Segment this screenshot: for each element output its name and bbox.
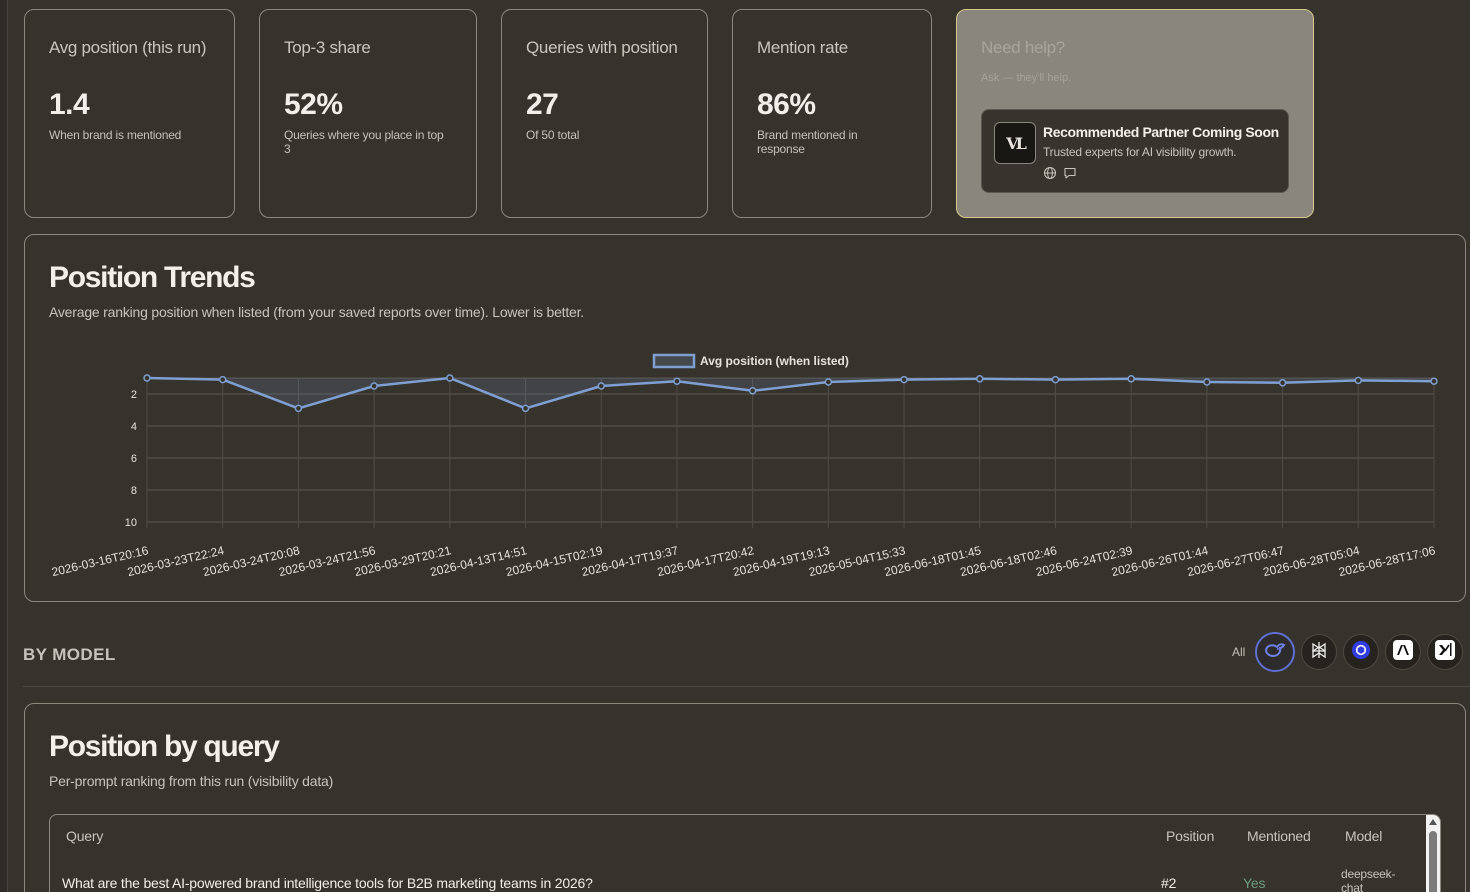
partner-subtitle: Trusted experts for AI visibility growth… — [1043, 145, 1237, 159]
data-point — [218, 375, 227, 384]
position-trends-subtitle: Average ranking position when listed (fr… — [49, 304, 585, 320]
model-filter-xai[interactable] — [1427, 634, 1464, 670]
data-point — [597, 382, 605, 390]
anthropic-icon — [1392, 639, 1414, 666]
y-tick-label: 2 — [131, 389, 137, 401]
stat-value: 86% — [757, 88, 816, 121]
stat-card-avg-position: Avg position (this run) 1.4 When brand i… — [24, 9, 235, 218]
stat-value: 27 — [526, 88, 559, 121]
row-mentioned: Yes — [1243, 875, 1266, 891]
position-trends-title: Position Trends — [49, 261, 256, 294]
data-point — [294, 404, 303, 413]
perplexity-icon — [1310, 641, 1328, 664]
stat-subtitle: Of 50 total — [526, 128, 580, 142]
data-point — [673, 377, 681, 385]
legend-label: Avg position (when listed) — [700, 354, 849, 368]
xai-icon — [1434, 639, 1456, 666]
stat-subtitle: Brand mentioned in response — [757, 128, 858, 156]
stat-subtitle: Queries where you place in top 3 — [284, 128, 444, 156]
data-point — [1278, 379, 1287, 387]
by-model-title: BY MODEL — [23, 645, 116, 664]
stat-value: 52% — [284, 88, 343, 121]
left-rail — [0, 0, 8, 892]
chat-icon[interactable] — [1063, 166, 1077, 185]
data-point — [521, 404, 530, 413]
position-by-query-title: Position by query — [49, 730, 280, 763]
partner-card[interactable]: VL Recommended Partner Coming Soon Trust… — [981, 109, 1289, 193]
data-point — [1051, 375, 1060, 384]
model-filter-all[interactable]: All — [1232, 645, 1246, 659]
stat-subtitle: When brand is mentioned — [49, 128, 182, 142]
stat-card-top3-share: Top-3 share 52% Queries where you place … — [259, 9, 477, 218]
table-scrollbar[interactable] — [1426, 815, 1440, 892]
column-header-model[interactable]: Model — [1345, 828, 1383, 844]
y-tick-label: 6 — [131, 453, 137, 465]
help-card: Need help? Ask — they'll help. VL Recomm… — [956, 9, 1314, 218]
position-by-query-panel: Position by query Per-prompt ranking fro… — [24, 703, 1466, 892]
model-filter-perplexity[interactable] — [1301, 634, 1338, 670]
data-point — [748, 387, 757, 395]
data-point — [1430, 377, 1438, 385]
column-header-position[interactable]: Position — [1166, 828, 1215, 844]
column-header-query[interactable]: Query — [66, 828, 104, 844]
partner-logo: VL — [994, 122, 1036, 164]
help-subtitle: Ask — they'll help. — [981, 72, 1072, 84]
data-point — [370, 382, 378, 390]
openai-icon — [1351, 640, 1371, 665]
series-line — [146, 376, 1435, 410]
partner-links — [1043, 166, 1077, 185]
stat-card-mention-rate: Mention rate 86% Brand mentioned in resp… — [732, 9, 932, 218]
position-trends-chart: 2468102026-03-16T20:162026-03-23T22:2420… — [50, 353, 1438, 579]
y-tick-label: 4 — [131, 421, 137, 433]
stat-card-queries-with-position: Queries with position 27 Of 50 total — [501, 9, 708, 218]
data-point — [1354, 376, 1363, 385]
stat-title: Avg position (this run) — [49, 38, 207, 57]
by-model-divider — [23, 686, 1470, 687]
stat-value: 1.4 — [49, 88, 90, 121]
data-point — [1203, 378, 1211, 386]
scrollbar-thumb[interactable] — [1429, 831, 1437, 892]
stat-title: Queries with position — [526, 38, 678, 57]
column-header-mentioned[interactable]: Mentioned — [1247, 828, 1311, 844]
data-point — [824, 378, 833, 386]
data-point — [900, 375, 908, 384]
data-point — [976, 375, 984, 383]
legend-swatch — [652, 353, 696, 369]
globe-icon[interactable] — [1043, 166, 1057, 185]
data-point — [143, 374, 151, 382]
y-tick-label: 10 — [125, 517, 137, 529]
help-title: Need help? — [981, 38, 1065, 57]
scroll-up-icon[interactable] — [1426, 816, 1440, 828]
position-by-query-subtitle: Per-prompt ranking from this run (visibi… — [49, 773, 334, 789]
model-filter-deepseek[interactable] — [1255, 632, 1296, 672]
position-trends-panel: Position Trends Average ranking position… — [24, 234, 1466, 602]
deepseek-icon — [1264, 641, 1286, 664]
data-point — [1127, 375, 1135, 383]
model-filter-anthropic[interactable] — [1385, 634, 1422, 670]
model-filter-openai[interactable] — [1343, 634, 1380, 670]
data-point — [446, 374, 454, 382]
row-model: deepseek-chat — [1341, 867, 1396, 892]
y-tick-label: 8 — [131, 485, 137, 497]
position-table: Query Position Mentioned Model What are … — [49, 814, 1441, 892]
model-filter: All — [1232, 632, 1464, 672]
stat-title: Mention rate — [757, 38, 848, 57]
row-query: What are the best AI-powered brand intel… — [62, 875, 593, 891]
partner-title: Recommended Partner Coming Soon — [1043, 124, 1279, 140]
row-position: #2 — [1161, 875, 1177, 891]
stat-title: Top-3 share — [284, 38, 371, 57]
